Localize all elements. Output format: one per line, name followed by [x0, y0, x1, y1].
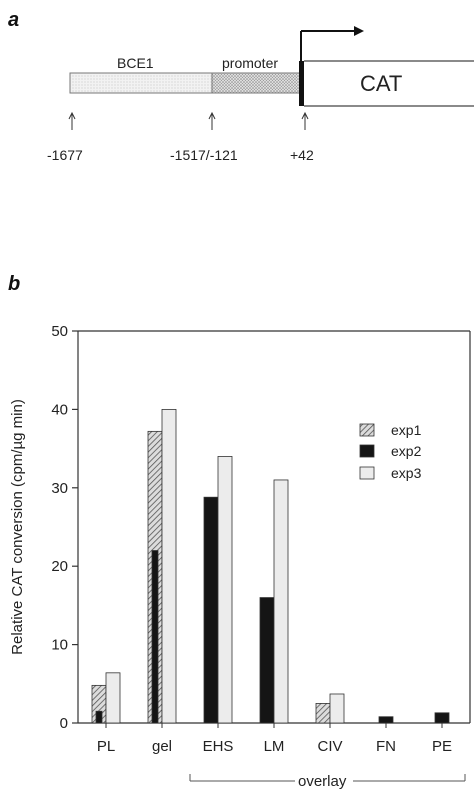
bar-exp3-pl	[105, 672, 121, 724]
bar-exp3-ehs	[217, 456, 233, 724]
bce1-region	[69, 72, 213, 94]
promoter-region	[211, 72, 301, 94]
bar-chart: 0 10 20 30 40 50 PL gel EHS LM CIV FN PE	[51, 323, 471, 755]
x-tick-label-pl: PL	[97, 738, 115, 755]
x-tick-label-pe: PE	[432, 738, 452, 755]
panel-a-letter: a	[8, 9, 19, 31]
y-tick-label: 20	[51, 558, 68, 575]
panel-b: b 0 10 20 30 40 50 PL gel EHS LM CIV FN PE Relative…	[8, 273, 471, 790]
x-tick-label-gel: gel	[152, 738, 172, 755]
legend-label-exp1: exp1	[391, 422, 422, 438]
legend-label-exp3: exp3	[391, 465, 422, 481]
x-tick-label-fn: FN	[376, 738, 396, 755]
bce1-label: BCE1	[117, 55, 154, 71]
promoter-label: promoter	[222, 55, 278, 71]
overlay-label: overlay	[298, 773, 347, 790]
overlay-bracket	[189, 774, 466, 782]
x-tick-label-lm: LM	[264, 738, 285, 755]
coordinate-arrows	[68, 111, 309, 130]
legend-swatch-exp1	[359, 423, 375, 437]
y-tick-label: 40	[51, 401, 68, 418]
bar-exp2-lm	[259, 597, 275, 724]
x-tick-label-civ: CIV	[317, 738, 342, 755]
x-tick-label-ehs: EHS	[203, 738, 234, 755]
coord-label-3: +42	[290, 147, 314, 163]
legend-label-exp2: exp2	[391, 443, 422, 459]
transcription-start-arrow	[300, 26, 364, 61]
coord-label-1: -1677	[47, 147, 83, 163]
y-tick-label: 50	[51, 323, 68, 340]
bar-exp2-pe	[434, 712, 450, 724]
y-tick-label: 0	[60, 715, 68, 732]
legend-swatch-exp2	[359, 444, 375, 458]
cat-label: CAT	[360, 71, 402, 96]
bar-exp1-civ	[315, 703, 331, 724]
bar-exp2-gel	[151, 550, 159, 724]
legend-swatch-exp3	[359, 466, 375, 480]
legend: exp1 exp2 exp3	[359, 422, 422, 481]
panel-a: a BCE1 promoter CAT -1677 -1517/-121 +42	[8, 9, 474, 163]
bar-exp3-civ	[329, 693, 345, 724]
start-site-marker	[299, 61, 304, 106]
y-axis-title: Relative CAT conversion (cpm/µg min)	[9, 399, 26, 655]
bar-exp2-ehs	[203, 496, 219, 724]
bar-exp3-lm	[273, 479, 289, 724]
bar-exp3-gel	[161, 408, 177, 724]
coord-label-2: -1517/-121	[170, 147, 238, 163]
y-tick-label: 30	[51, 480, 68, 497]
panel-b-letter: b	[8, 273, 20, 295]
bar-exp2-pl	[95, 710, 103, 724]
y-tick-label: 10	[51, 637, 68, 654]
bar-exp2-fn	[378, 716, 394, 724]
